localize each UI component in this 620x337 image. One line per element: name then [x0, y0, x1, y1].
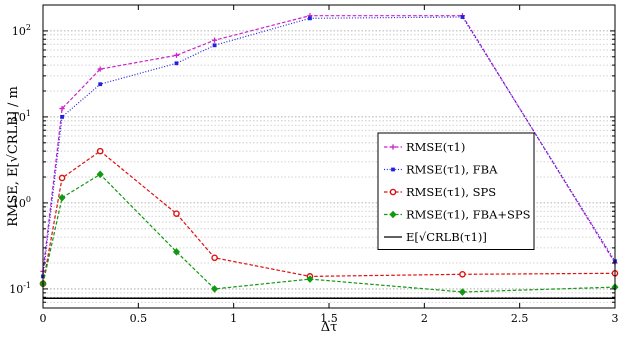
x-tick-label: 2	[421, 312, 428, 325]
series-line	[42, 16, 616, 277]
x-tick-label: 3	[612, 312, 619, 325]
x-tick-label: 0	[40, 312, 47, 325]
data-point	[172, 248, 181, 256]
legend-item: RMSE(τ1), FBA	[384, 163, 498, 177]
legend-box	[377, 132, 535, 250]
data-point	[211, 254, 218, 262]
data-point	[459, 270, 466, 278]
y-axis-label: RMSE, E[√CRLB] / m	[6, 86, 21, 227]
y-tick-label: 100	[12, 195, 31, 210]
series-3	[39, 170, 619, 296]
y-tick-label: 101	[12, 109, 31, 124]
data-point	[460, 15, 465, 19]
legend: RMSE(τ1) RMSE(τ1), FBA RMSE(τ1), SPS RMSE(τ…	[377, 132, 535, 250]
legend-label: RMSE(τ1), FBA+SPS	[406, 208, 531, 222]
data-point	[59, 105, 65, 112]
x-tick-label: 2.5	[511, 312, 529, 325]
legend-label: RMSE(τ1)	[406, 140, 465, 154]
legend-item: RMSE(τ1), FBA+SPS	[384, 208, 531, 222]
legend-marker	[389, 188, 397, 196]
x-tick-label: 0.5	[130, 312, 148, 325]
data-point	[98, 82, 103, 87]
legend-marker	[391, 167, 395, 172]
legend-label: RMSE(τ1), FBA	[406, 163, 498, 177]
x-tick-label: 1.5	[320, 312, 338, 325]
legend-item: E[√CRLB(τ1)]	[384, 230, 487, 244]
ticks: 0 0.5 1 1.5 2 2.5 3 10-1 100 101 102	[9, 4, 619, 325]
series-line	[42, 15, 616, 272]
y-tick-label: 10-1	[9, 281, 31, 296]
data-point	[97, 66, 103, 72]
data-point	[58, 174, 66, 182]
legend-item: RMSE(τ1)	[384, 140, 465, 154]
data-point	[60, 115, 64, 119]
series-layer	[39, 13, 619, 299]
data-point	[96, 147, 104, 155]
x-tick-label: 1	[230, 312, 237, 325]
data-point	[173, 210, 180, 217]
legend-item: RMSE(τ1), SPS	[384, 185, 496, 199]
data-point	[173, 52, 180, 58]
x-axis-label: Δτ	[321, 320, 338, 335]
data-point	[306, 275, 314, 283]
data-point	[96, 170, 104, 179]
data-point	[58, 193, 66, 202]
legend-label: RMSE(τ1), SPS	[406, 185, 496, 199]
data-point	[174, 61, 179, 66]
legend-marker	[390, 144, 396, 150]
series-line	[42, 150, 616, 284]
data-point	[212, 37, 218, 43]
y-tick-label: 102	[12, 23, 31, 38]
data-point	[211, 285, 219, 293]
series-line	[42, 173, 616, 293]
data-point	[458, 288, 467, 296]
legend-marker	[389, 210, 397, 219]
legend-label: E[√CRLB(τ1)]	[406, 230, 487, 244]
data-point	[308, 16, 312, 21]
data-point	[212, 43, 217, 48]
